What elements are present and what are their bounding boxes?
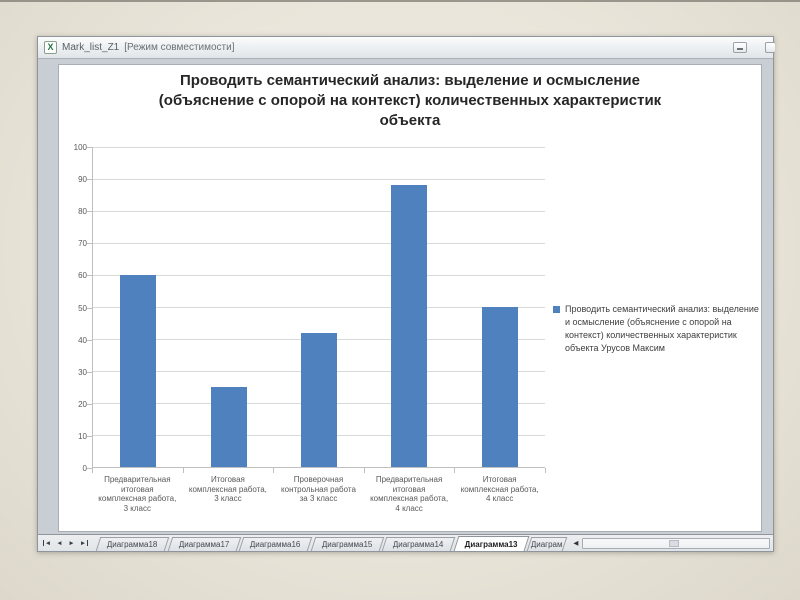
sheet-tab-label: Диаграмма13 xyxy=(464,539,518,549)
y-axis-tick-label: 70 xyxy=(78,239,87,249)
y-axis-tick-label: 0 xyxy=(82,464,87,473)
x-axis-tick xyxy=(273,468,275,473)
x-axis-label: Предварительная итоговая комплексная раб… xyxy=(98,475,177,513)
sheet-tab-Диаграмма16[interactable]: Диаграмма16 xyxy=(238,537,312,551)
sheet-tab-Диаграмма18[interactable]: Диаграмма18 xyxy=(95,537,169,551)
y-axis-tick-label: 60 xyxy=(78,271,87,281)
sheet-tab-Диаграмма13[interactable]: Диаграмма13 xyxy=(453,536,529,551)
chart-title: Проводить семантический анализ: выделени… xyxy=(158,72,662,129)
window-button-cut[interactable] xyxy=(765,42,775,53)
y-axis-tick-label: 20 xyxy=(78,399,87,409)
y-axis-tick-label: 80 xyxy=(78,207,87,217)
sheet-tab-label: Диаграм xyxy=(531,540,563,549)
y-axis-tick xyxy=(87,435,92,437)
y-axis-tick xyxy=(87,179,92,181)
x-axis-label: Итоговая комплексная работа, 4 класс xyxy=(460,475,539,503)
next-sheet-button[interactable]: ► xyxy=(66,537,77,550)
last-sheet-button[interactable]: ► xyxy=(78,537,89,550)
minimize-icon xyxy=(737,48,743,50)
bar-1[interactable] xyxy=(120,275,157,467)
plot-area xyxy=(92,147,545,468)
y-axis-tick-label: 10 xyxy=(78,431,87,441)
sheet-tab-bar: ◄ ◄ ► ► Диаграмма18 Диаграмма17 Диаграмма16 Ди… xyxy=(38,534,773,551)
x-axis-tick xyxy=(182,468,184,473)
x-axis-tick xyxy=(545,468,546,473)
y-axis-ticks xyxy=(87,147,92,469)
first-sheet-button[interactable]: ◄ xyxy=(42,537,53,550)
legend-label: Проводить семантический анализ: выделени… xyxy=(565,304,759,353)
last-sheet-icon: ► xyxy=(79,539,87,547)
x-axis-label: Проверочная контрольная работа за 3 клас… xyxy=(281,475,356,503)
sheet-tab-label: Диаграмма16 xyxy=(249,540,301,549)
y-axis-tick xyxy=(87,339,92,341)
y-axis-tick xyxy=(87,371,92,373)
chart-sheet-background: Проводить семантический анализ: выделени… xyxy=(38,59,773,534)
bar-5[interactable] xyxy=(481,307,518,467)
tab-nav-buttons: ◄ ◄ ► ► xyxy=(42,537,90,550)
gridline xyxy=(93,243,545,244)
gridline xyxy=(93,275,545,276)
photo-top-edge xyxy=(0,0,800,2)
tab-splitter-icon[interactable]: ◀ xyxy=(573,540,579,547)
legend-swatch xyxy=(553,306,560,313)
sheet-tab-label: Диаграмма17 xyxy=(178,540,229,549)
sheet-tab-label: Диаграмма15 xyxy=(321,540,372,549)
compatibility-mode-label: [Режим совместимости] xyxy=(124,42,235,53)
sheet-tab-label: Диаграмма14 xyxy=(392,540,444,549)
sheet-tab-Диаграм[interactable]: Диаграм xyxy=(527,537,568,551)
y-axis-tick-label: 40 xyxy=(78,335,87,345)
y-axis-tick xyxy=(87,275,92,277)
x-axis-label: Итоговая комплексная работа, 3 класс xyxy=(188,475,267,503)
gridline xyxy=(93,307,545,308)
y-axis-tick xyxy=(87,243,92,245)
previous-sheet-icon: ◄ xyxy=(56,539,63,547)
y-axis-tick-label: 100 xyxy=(73,143,87,152)
bar-3[interactable] xyxy=(301,332,337,467)
y-axis-tick xyxy=(87,307,92,309)
horizontal-scrollbar[interactable] xyxy=(582,537,770,549)
excel-file-icon: X xyxy=(44,41,57,54)
bar-2[interactable] xyxy=(210,387,247,467)
bar-4[interactable] xyxy=(391,185,428,467)
sheet-tab-label: Диаграмма18 xyxy=(106,540,158,549)
window-titlebar: X Mark_list_Z1 [Режим совместимости] xyxy=(38,37,775,59)
sheet-tabs: Диаграмма18 Диаграмма17 Диаграмма16 Диаграм… xyxy=(95,535,568,551)
x-axis-tick xyxy=(363,468,365,473)
y-axis-tick-label: 50 xyxy=(78,303,87,313)
previous-sheet-button[interactable]: ◄ xyxy=(54,537,65,550)
chart-sheet: Проводить семантический анализ: выделени… xyxy=(58,64,762,532)
y-axis-tick-label: 90 xyxy=(78,175,87,185)
x-axis-tick xyxy=(92,468,93,473)
sheet-tab-Диаграмма14[interactable]: Диаграмма14 xyxy=(381,537,455,551)
sheet-tab-Диаграмма15[interactable]: Диаграмма15 xyxy=(310,537,384,551)
y-axis-tick xyxy=(87,403,92,405)
excel-window: X Mark_list_Z1 [Режим совместимости] Про… xyxy=(37,36,775,552)
gridline xyxy=(93,147,545,148)
y-axis-tick xyxy=(87,468,92,469)
minimize-button[interactable] xyxy=(733,42,747,53)
first-sheet-icon: ◄ xyxy=(44,539,52,547)
y-axis-tick xyxy=(87,147,92,148)
next-sheet-icon: ► xyxy=(68,539,75,547)
gridline xyxy=(93,211,545,212)
x-axis-label: Предварительная итоговая комплексная раб… xyxy=(370,475,449,513)
gridline xyxy=(93,179,545,180)
y-axis-labels: 0 10 20 30 40 50 60 70 80 90 100 xyxy=(59,143,87,473)
x-axis-ticks xyxy=(92,468,546,473)
x-axis-tick xyxy=(454,468,456,473)
y-axis-tick-label: 30 xyxy=(78,367,87,377)
y-axis-tick xyxy=(87,211,92,213)
sheet-tab-Диаграмма17[interactable]: Диаграмма17 xyxy=(167,537,241,551)
chart-legend[interactable]: Проводить семантический анализ: выделени… xyxy=(553,303,765,355)
window-title: Mark_list_Z1 xyxy=(62,42,120,53)
horizontal-scrollbar-thumb[interactable] xyxy=(668,539,679,547)
